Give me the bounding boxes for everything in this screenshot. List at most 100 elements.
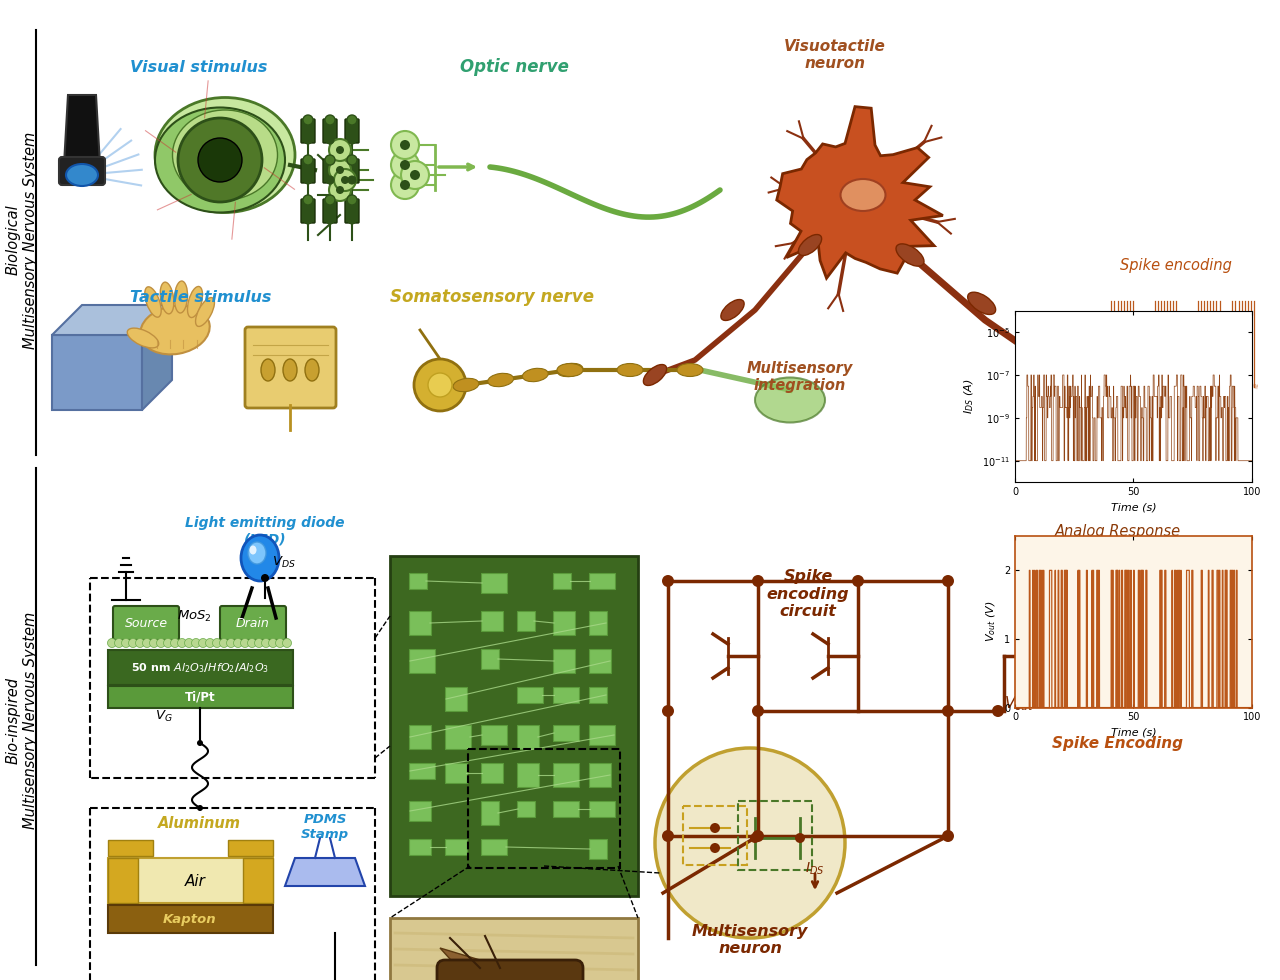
Circle shape — [348, 136, 356, 144]
FancyBboxPatch shape — [323, 119, 337, 143]
FancyBboxPatch shape — [390, 918, 637, 980]
Circle shape — [219, 639, 229, 648]
Text: Visuotactile
neuron: Visuotactile neuron — [785, 38, 886, 71]
FancyBboxPatch shape — [589, 649, 611, 673]
FancyBboxPatch shape — [445, 687, 467, 711]
Text: 50 nm $Al_2O_3$/$HfO_2$/$Al_2O_3$: 50 nm $Al_2O_3$/$HfO_2$/$Al_2O_3$ — [131, 662, 269, 675]
Circle shape — [329, 179, 351, 201]
Circle shape — [942, 575, 954, 587]
FancyBboxPatch shape — [553, 573, 571, 589]
FancyBboxPatch shape — [436, 960, 582, 980]
FancyBboxPatch shape — [108, 650, 293, 685]
FancyBboxPatch shape — [410, 611, 431, 635]
Text: PDMS
Stamp: PDMS Stamp — [301, 813, 349, 841]
FancyBboxPatch shape — [301, 199, 315, 223]
Circle shape — [170, 639, 179, 648]
FancyBboxPatch shape — [589, 573, 614, 589]
Circle shape — [212, 639, 221, 648]
FancyBboxPatch shape — [589, 687, 607, 703]
Circle shape — [795, 833, 805, 843]
Ellipse shape — [617, 364, 643, 376]
X-axis label: Time (s): Time (s) — [1111, 503, 1156, 513]
FancyBboxPatch shape — [481, 801, 499, 825]
Ellipse shape — [174, 281, 188, 313]
Text: Drain: Drain — [236, 616, 270, 629]
Circle shape — [401, 161, 429, 189]
Polygon shape — [285, 858, 365, 886]
Ellipse shape — [155, 97, 294, 213]
Circle shape — [710, 843, 719, 853]
FancyBboxPatch shape — [346, 159, 358, 183]
Polygon shape — [64, 95, 100, 165]
FancyBboxPatch shape — [553, 763, 579, 787]
Circle shape — [347, 115, 357, 125]
FancyBboxPatch shape — [481, 649, 499, 669]
Circle shape — [753, 830, 764, 842]
FancyBboxPatch shape — [481, 611, 503, 631]
Circle shape — [329, 159, 351, 181]
Circle shape — [128, 639, 137, 648]
Text: Spike encoding: Spike encoding — [1120, 258, 1231, 273]
Circle shape — [348, 216, 356, 224]
Text: Somatosensory nerve: Somatosensory nerve — [390, 288, 594, 306]
FancyBboxPatch shape — [301, 159, 315, 183]
Ellipse shape — [248, 542, 266, 564]
Polygon shape — [777, 107, 943, 278]
Circle shape — [325, 155, 335, 165]
Text: $V_{DS}$: $V_{DS}$ — [273, 555, 296, 570]
FancyBboxPatch shape — [517, 725, 539, 749]
Text: Bio-inspired
Multisensory Nervous System: Bio-inspired Multisensory Nervous System — [6, 612, 38, 829]
Ellipse shape — [557, 364, 582, 376]
Ellipse shape — [160, 282, 174, 314]
FancyBboxPatch shape — [346, 119, 358, 143]
Circle shape — [305, 136, 312, 144]
Polygon shape — [440, 948, 490, 970]
Circle shape — [662, 575, 675, 587]
Ellipse shape — [968, 292, 996, 315]
Circle shape — [303, 115, 314, 125]
Circle shape — [662, 830, 675, 842]
Circle shape — [269, 639, 278, 648]
Circle shape — [325, 115, 335, 125]
Text: Ti/Pt: Ti/Pt — [184, 691, 215, 704]
Circle shape — [227, 639, 236, 648]
Circle shape — [942, 830, 954, 842]
Ellipse shape — [127, 328, 159, 348]
FancyBboxPatch shape — [481, 725, 507, 745]
Circle shape — [305, 216, 312, 224]
Circle shape — [399, 160, 410, 170]
Circle shape — [992, 705, 1004, 717]
Ellipse shape — [453, 378, 479, 392]
Circle shape — [753, 575, 764, 587]
Circle shape — [326, 176, 334, 184]
Ellipse shape — [488, 373, 513, 387]
Circle shape — [305, 176, 312, 184]
Circle shape — [710, 823, 719, 833]
FancyBboxPatch shape — [481, 573, 507, 593]
Circle shape — [410, 170, 420, 180]
Circle shape — [347, 155, 357, 165]
Ellipse shape — [187, 286, 202, 318]
Text: Biological
Multisensory Nervous System: Biological Multisensory Nervous System — [6, 131, 38, 349]
Text: Multisensory
integration: Multisensory integration — [746, 361, 854, 393]
Text: Multisensory
neuron: Multisensory neuron — [691, 923, 808, 956]
Circle shape — [347, 195, 357, 205]
Circle shape — [198, 639, 207, 648]
FancyBboxPatch shape — [108, 905, 273, 933]
Circle shape — [114, 639, 123, 648]
Y-axis label: $V_{out}$ (V): $V_{out}$ (V) — [984, 601, 998, 643]
FancyBboxPatch shape — [445, 725, 471, 749]
FancyBboxPatch shape — [410, 839, 431, 855]
Text: Air: Air — [184, 873, 205, 889]
Circle shape — [122, 639, 131, 648]
Ellipse shape — [261, 359, 275, 381]
FancyBboxPatch shape — [410, 725, 431, 749]
Circle shape — [753, 705, 764, 717]
Ellipse shape — [557, 364, 582, 376]
FancyBboxPatch shape — [108, 840, 154, 856]
Circle shape — [348, 176, 356, 184]
Text: Visual stimulus: Visual stimulus — [131, 60, 268, 75]
FancyBboxPatch shape — [589, 763, 611, 787]
Ellipse shape — [841, 179, 886, 211]
Ellipse shape — [721, 300, 744, 320]
